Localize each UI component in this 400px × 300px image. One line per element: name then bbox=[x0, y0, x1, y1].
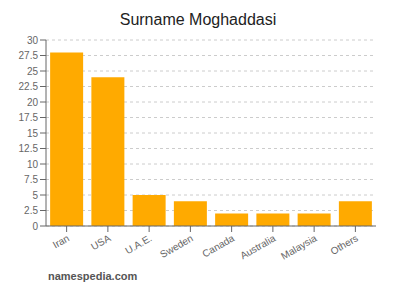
svg-text:0: 0 bbox=[32, 221, 38, 232]
svg-text:USA: USA bbox=[89, 232, 113, 252]
svg-text:25: 25 bbox=[27, 66, 39, 77]
svg-text:Australia: Australia bbox=[238, 232, 278, 261]
svg-text:Iran: Iran bbox=[51, 232, 71, 250]
svg-text:22.5: 22.5 bbox=[19, 81, 39, 92]
svg-text:Malaysia: Malaysia bbox=[279, 232, 319, 261]
svg-text:5: 5 bbox=[32, 190, 38, 201]
svg-text:10: 10 bbox=[27, 159, 39, 170]
svg-text:17.5: 17.5 bbox=[19, 112, 39, 123]
svg-text:Sweden: Sweden bbox=[158, 232, 195, 260]
svg-text:15: 15 bbox=[27, 128, 39, 139]
svg-text:30: 30 bbox=[27, 35, 39, 46]
svg-text:12.5: 12.5 bbox=[19, 143, 39, 154]
svg-text:7.5: 7.5 bbox=[24, 174, 38, 185]
svg-text:U.A.E.: U.A.E. bbox=[123, 232, 154, 256]
svg-text:2.5: 2.5 bbox=[24, 205, 38, 216]
html-text:namespedia.com: namespedia.com bbox=[48, 270, 138, 282]
svg-text:27.5: 27.5 bbox=[19, 50, 39, 61]
svg-text:20: 20 bbox=[27, 97, 39, 108]
html-text:Surname Moghaddasi: Surname Moghaddasi bbox=[119, 11, 277, 28]
svg-text:Others: Others bbox=[328, 232, 359, 257]
svg-text:Canada: Canada bbox=[200, 232, 236, 259]
